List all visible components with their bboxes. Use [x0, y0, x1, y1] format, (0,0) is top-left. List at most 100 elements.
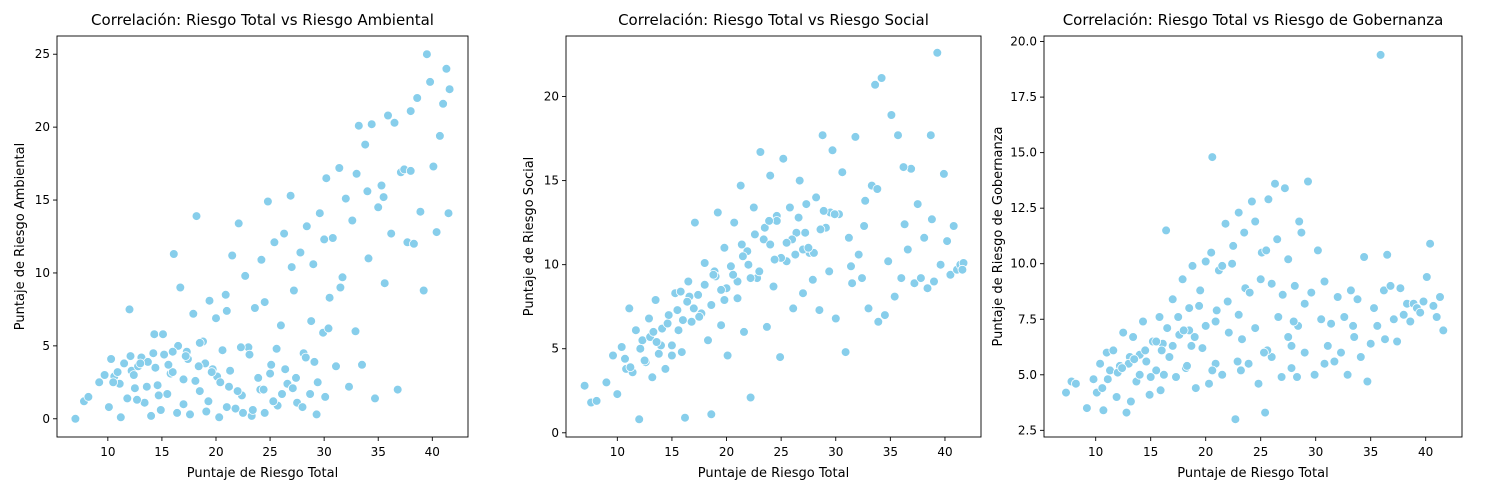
data-point	[1178, 325, 1189, 336]
data-point	[286, 262, 297, 272]
data-point	[1126, 396, 1136, 407]
data-point	[1323, 341, 1333, 351]
data-point	[1162, 323, 1172, 333]
data-point	[647, 372, 658, 383]
data-point	[129, 370, 139, 380]
data-point	[1194, 301, 1204, 311]
data-point	[1369, 303, 1379, 313]
x-tick-label: 10	[1088, 445, 1103, 459]
data-point	[1250, 323, 1260, 333]
data-point	[1111, 392, 1122, 402]
data-point	[925, 130, 936, 141]
data-point	[790, 249, 801, 260]
data-point	[612, 389, 623, 399]
chart-title: Correlación: Riesgo Total vs Riesgo de G…	[1063, 11, 1444, 29]
data-point	[240, 271, 251, 281]
data-point	[389, 118, 400, 128]
data-point	[158, 329, 168, 340]
data-point	[726, 261, 736, 272]
data-point	[1349, 332, 1359, 342]
data-point	[768, 281, 779, 292]
data-point	[644, 313, 654, 324]
data-point	[591, 396, 602, 406]
data-point	[287, 383, 298, 394]
data-point	[276, 320, 286, 331]
data-point	[383, 110, 393, 121]
data-point	[232, 386, 243, 396]
x-tick-label: 25	[262, 445, 277, 459]
x-tick-label: 35	[371, 445, 386, 459]
data-point	[1359, 252, 1369, 262]
y-tick-label: 10	[544, 258, 559, 272]
data-point	[754, 266, 765, 277]
scatter-chart-1: 10 15 20 25 30 35 40 0 5 10 15 20 25 Correlación: Rie…	[13, 11, 469, 481]
data-point	[238, 408, 248, 418]
data-point	[1273, 312, 1284, 322]
data-point	[99, 370, 110, 380]
data-point	[1206, 247, 1216, 258]
data-point	[1151, 336, 1161, 347]
data-point	[732, 293, 743, 304]
y-tick-label: 15.0	[1010, 146, 1037, 160]
data-point	[1348, 321, 1358, 331]
data-point	[699, 279, 710, 290]
data-point	[922, 283, 933, 294]
data-point	[362, 186, 373, 197]
data-point	[769, 254, 780, 265]
data-point	[351, 169, 362, 179]
data-point	[1326, 318, 1336, 329]
data-point	[314, 208, 325, 219]
data-point	[1244, 287, 1255, 298]
data-point	[1375, 50, 1386, 60]
data-point	[319, 234, 330, 245]
data-point	[775, 352, 785, 362]
data-point	[366, 119, 377, 129]
data-point	[360, 139, 371, 150]
data-point	[214, 412, 225, 423]
y-tick-label: 10	[35, 266, 50, 280]
data-point	[693, 290, 703, 300]
data-point	[112, 367, 123, 377]
data-point	[431, 227, 442, 237]
data-point	[172, 408, 182, 418]
data-point	[667, 340, 677, 351]
data-point	[301, 221, 312, 232]
data-point	[817, 130, 828, 141]
data-point	[1200, 321, 1211, 331]
scatter-chart-3: 10 15 20 25 30 35 40 2.5 5.0 7.5 10.0 12.5 15.0 17.5 2…	[991, 11, 1463, 481]
data-point	[1233, 207, 1244, 218]
data-point	[1159, 369, 1169, 380]
data-point	[837, 167, 848, 178]
data-point	[412, 93, 423, 103]
data-point	[203, 396, 214, 407]
data-point	[1151, 365, 1161, 376]
data-point	[363, 253, 374, 264]
data-point	[859, 221, 869, 231]
data-point	[899, 219, 910, 230]
data-point	[935, 259, 946, 270]
data-point	[703, 335, 713, 346]
data-point	[347, 215, 358, 226]
data-point	[405, 106, 416, 116]
data-point	[876, 73, 887, 83]
data-point	[758, 234, 769, 245]
data-point	[180, 351, 191, 361]
data-point	[688, 303, 699, 314]
data-point	[135, 358, 146, 369]
data-point	[344, 381, 354, 392]
data-point	[1261, 245, 1271, 256]
data-point	[929, 276, 939, 287]
data-point	[743, 259, 754, 270]
data-point	[83, 392, 94, 402]
data-point	[1228, 241, 1238, 251]
data-point	[1339, 312, 1350, 322]
data-point	[297, 402, 308, 412]
data-point	[755, 147, 766, 157]
y-tick-label: 17.5	[1010, 90, 1037, 104]
data-point	[872, 184, 883, 194]
data-point	[94, 377, 104, 388]
data-point	[846, 261, 856, 272]
x-tick-label: 20	[1198, 445, 1213, 459]
x-tick-label: 35	[883, 445, 898, 459]
data-point	[1398, 309, 1409, 320]
